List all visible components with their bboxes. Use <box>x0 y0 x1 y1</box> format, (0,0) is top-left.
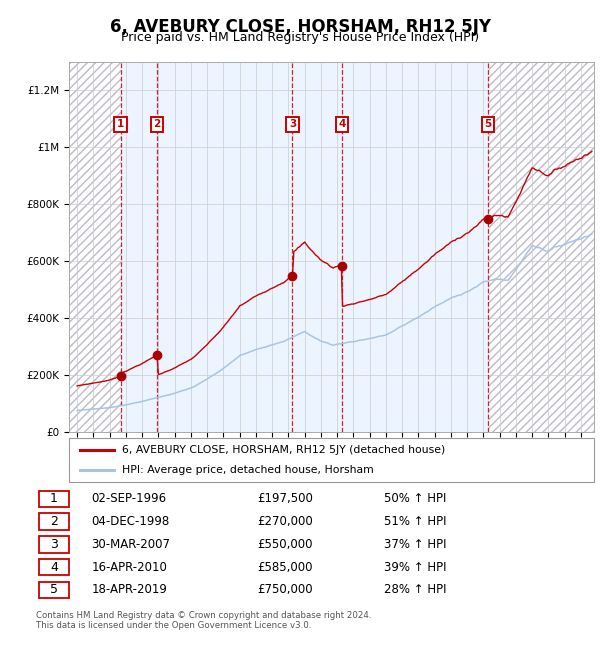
Text: 3: 3 <box>50 538 58 551</box>
Text: 4: 4 <box>338 120 346 129</box>
Text: 39% ↑ HPI: 39% ↑ HPI <box>384 560 446 574</box>
Text: 16-APR-2010: 16-APR-2010 <box>91 560 167 574</box>
Text: 2: 2 <box>50 515 58 528</box>
Text: £270,000: £270,000 <box>257 515 313 528</box>
Bar <box>157 62 292 432</box>
Text: 1: 1 <box>117 120 124 129</box>
Text: 51% ↑ HPI: 51% ↑ HPI <box>384 515 446 528</box>
Text: Contains HM Land Registry data © Crown copyright and database right 2024.
This d: Contains HM Land Registry data © Crown c… <box>36 611 371 630</box>
Text: 6, AVEBURY CLOSE, HORSHAM, RH12 5JY: 6, AVEBURY CLOSE, HORSHAM, RH12 5JY <box>110 18 491 36</box>
Text: 6, AVEBURY CLOSE, HORSHAM, RH12 5JY (detached house): 6, AVEBURY CLOSE, HORSHAM, RH12 5JY (det… <box>121 445 445 455</box>
FancyBboxPatch shape <box>39 536 69 552</box>
FancyBboxPatch shape <box>39 582 69 598</box>
Bar <box>488 62 594 432</box>
Text: 02-SEP-1996: 02-SEP-1996 <box>91 493 166 506</box>
Bar <box>488 62 594 432</box>
Text: 50% ↑ HPI: 50% ↑ HPI <box>384 493 446 506</box>
FancyBboxPatch shape <box>39 514 69 530</box>
Bar <box>292 62 342 432</box>
FancyBboxPatch shape <box>39 559 69 575</box>
Text: 30-MAR-2007: 30-MAR-2007 <box>91 538 170 551</box>
Text: 2: 2 <box>154 120 161 129</box>
FancyBboxPatch shape <box>39 491 69 507</box>
Text: 18-APR-2019: 18-APR-2019 <box>91 584 167 597</box>
Text: HPI: Average price, detached house, Horsham: HPI: Average price, detached house, Hors… <box>121 465 373 475</box>
Text: 5: 5 <box>50 584 58 597</box>
Text: 28% ↑ HPI: 28% ↑ HPI <box>384 584 446 597</box>
Text: £197,500: £197,500 <box>257 493 313 506</box>
Text: 4: 4 <box>50 560 58 574</box>
Text: Price paid vs. HM Land Registry's House Price Index (HPI): Price paid vs. HM Land Registry's House … <box>121 31 479 44</box>
Text: £750,000: £750,000 <box>257 584 313 597</box>
FancyBboxPatch shape <box>69 438 594 482</box>
Bar <box>69 62 121 432</box>
Text: 3: 3 <box>289 120 296 129</box>
Bar <box>121 62 157 432</box>
Bar <box>342 62 488 432</box>
Text: 37% ↑ HPI: 37% ↑ HPI <box>384 538 446 551</box>
Bar <box>69 62 121 432</box>
Text: £585,000: £585,000 <box>257 560 313 574</box>
Text: 1: 1 <box>50 493 58 506</box>
Text: £550,000: £550,000 <box>257 538 313 551</box>
Text: 04-DEC-1998: 04-DEC-1998 <box>91 515 169 528</box>
Text: 5: 5 <box>485 120 492 129</box>
